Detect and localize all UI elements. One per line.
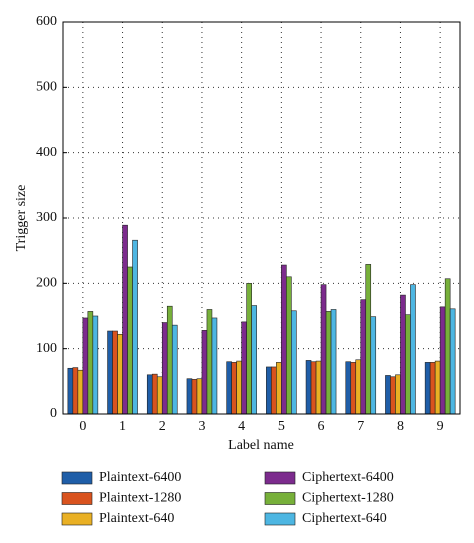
bar xyxy=(226,361,232,415)
bar xyxy=(127,266,133,415)
x-tick-label: 5 xyxy=(278,419,285,434)
bar xyxy=(325,311,332,415)
bar xyxy=(444,278,451,415)
y-tick-label: 500 xyxy=(36,80,57,95)
legend-swatch xyxy=(61,471,93,485)
bar xyxy=(390,376,396,415)
bar xyxy=(107,330,113,415)
bar xyxy=(350,362,357,415)
x-tick-label: 2 xyxy=(159,419,166,434)
bar xyxy=(266,366,272,415)
legend-swatch xyxy=(264,471,296,485)
bar xyxy=(315,360,322,415)
bar xyxy=(246,283,252,415)
bar xyxy=(365,264,372,415)
y-tick-label: 0 xyxy=(50,406,57,421)
y-tick-label: 300 xyxy=(36,210,57,225)
bar xyxy=(201,330,208,415)
bar xyxy=(211,317,218,415)
bar xyxy=(355,359,362,415)
legend-swatch xyxy=(264,492,296,505)
bar xyxy=(360,299,367,415)
bar xyxy=(370,316,377,415)
bar xyxy=(439,306,446,415)
legend-swatch xyxy=(264,512,296,526)
bar xyxy=(146,374,153,415)
bar xyxy=(405,314,411,415)
bar xyxy=(72,367,79,415)
bar xyxy=(171,324,178,415)
bar xyxy=(122,224,128,415)
bar xyxy=(395,374,401,415)
bar xyxy=(424,362,431,415)
legend-label: Ciphertext-1280 xyxy=(302,491,394,506)
y-tick-label: 600 xyxy=(36,14,57,29)
x-tick-label: 1 xyxy=(119,419,126,434)
bar xyxy=(281,264,287,415)
x-tick-label: 7 xyxy=(357,419,364,434)
bar xyxy=(206,309,213,415)
bar xyxy=(92,315,99,415)
bar xyxy=(291,310,297,415)
bar xyxy=(330,309,337,415)
bar xyxy=(231,362,237,415)
bar xyxy=(251,305,257,415)
bar xyxy=(132,239,138,415)
plot-frame xyxy=(62,21,461,415)
bar xyxy=(87,311,94,415)
bar xyxy=(345,361,352,415)
bar xyxy=(305,360,312,415)
bar xyxy=(151,373,158,415)
x-tick-label: 0 xyxy=(79,419,86,434)
bar xyxy=(82,317,89,415)
y-axis-label: Trigger size xyxy=(14,185,29,252)
bar xyxy=(196,378,203,415)
bar xyxy=(191,379,198,415)
bar xyxy=(166,305,173,415)
legend-swatch xyxy=(61,512,93,526)
x-tick-label: 6 xyxy=(318,419,325,434)
legend-label: Plaintext-1280 xyxy=(99,491,181,506)
bar xyxy=(77,369,84,415)
y-tick-label: 100 xyxy=(36,341,57,356)
x-axis-label: Label name xyxy=(228,438,294,453)
legend-swatch xyxy=(61,492,93,505)
x-tick-label: 8 xyxy=(397,419,404,434)
legend-label: Ciphertext-6400 xyxy=(302,470,394,485)
x-tick-label: 3 xyxy=(198,419,205,434)
legend-label: Plaintext-6400 xyxy=(99,470,181,485)
bar xyxy=(385,375,391,415)
y-tick-label: 200 xyxy=(36,276,57,291)
bar xyxy=(449,308,456,415)
bar xyxy=(67,367,74,415)
bar xyxy=(241,321,247,415)
bar xyxy=(161,322,168,415)
bar xyxy=(410,284,416,415)
bar xyxy=(236,360,242,415)
bar xyxy=(156,376,163,415)
legend-label: Ciphertext-640 xyxy=(302,511,387,526)
bar xyxy=(186,378,193,415)
bar xyxy=(434,360,441,415)
bar xyxy=(112,330,118,415)
bar xyxy=(286,276,292,415)
bar xyxy=(117,333,123,415)
y-tick-label: 400 xyxy=(36,145,57,160)
bar xyxy=(429,362,436,415)
bar xyxy=(320,284,327,415)
bar xyxy=(400,294,406,415)
bar xyxy=(276,362,282,415)
legend-label: Plaintext-640 xyxy=(99,511,174,526)
x-tick-label: 9 xyxy=(437,419,444,434)
bar xyxy=(271,366,277,415)
bar xyxy=(310,361,317,415)
x-tick-label: 4 xyxy=(238,419,245,434)
